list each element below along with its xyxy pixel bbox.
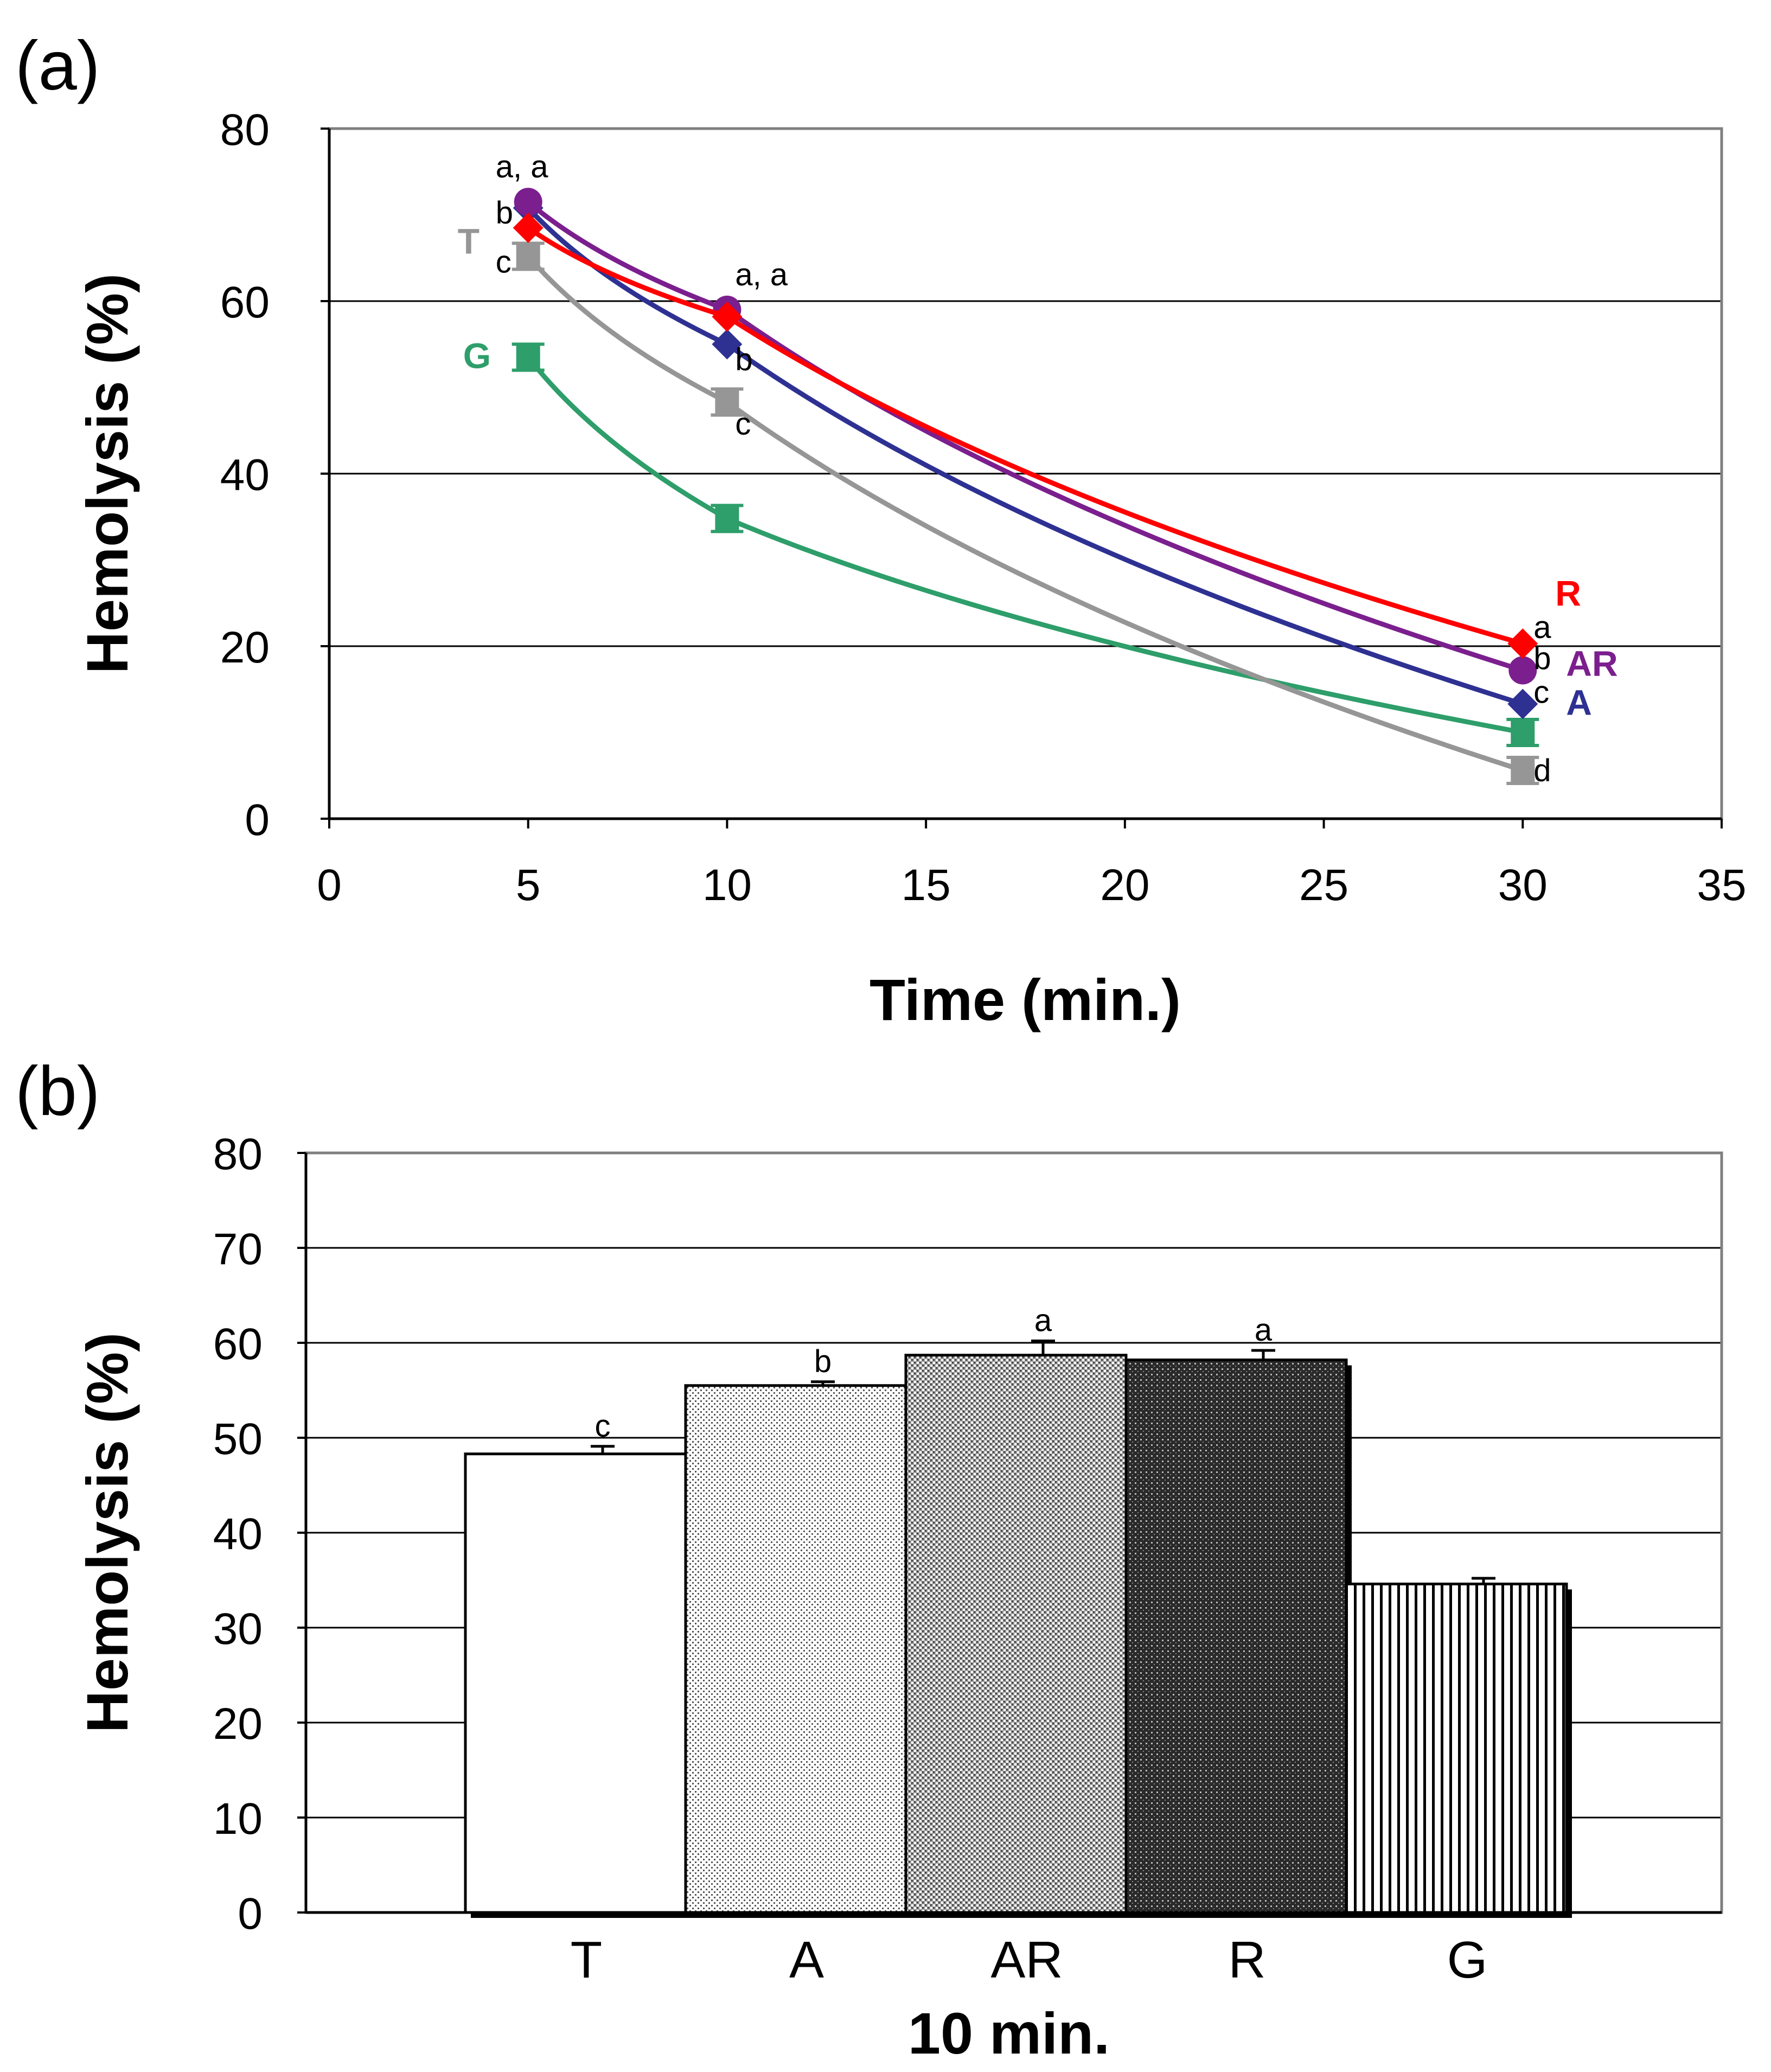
data-point-t xyxy=(715,390,739,415)
significance-letter: b xyxy=(814,1344,832,1379)
panel-label-b: (b) xyxy=(15,1053,100,1130)
data-point-a xyxy=(1507,688,1538,719)
data-point-t xyxy=(516,244,540,269)
series-lines xyxy=(512,188,1539,785)
significance-letter: a, a xyxy=(735,257,788,292)
significance-letter: a, a xyxy=(496,149,548,184)
y-tick-label: 40 xyxy=(220,450,270,500)
x-tick-label: T xyxy=(571,1931,603,1989)
bar-t xyxy=(464,1452,687,1914)
x-tick-label: AR xyxy=(990,1931,1063,1989)
y-tick-label: 30 xyxy=(213,1604,263,1654)
x-tick-label: 25 xyxy=(1299,860,1348,910)
series-name-r: R xyxy=(1555,573,1581,613)
data-point-t xyxy=(1511,758,1535,782)
data-point-ar xyxy=(514,188,542,216)
x-tick-label: 35 xyxy=(1697,860,1746,910)
y-axis-title: Hemolysis (%) xyxy=(74,1333,140,1733)
y-tick-label: 0 xyxy=(238,1889,263,1939)
significance-letter: d xyxy=(1533,753,1551,788)
data-point-g xyxy=(1511,721,1535,744)
y-tick-label: 60 xyxy=(220,278,270,327)
y-tick-label: 40 xyxy=(213,1509,263,1559)
panel-label-a: (a) xyxy=(15,27,100,105)
x-tick-label: 10 xyxy=(702,860,752,910)
series-line-a xyxy=(526,206,1524,706)
y-tick-label: 10 xyxy=(213,1794,263,1844)
significance-letter: a xyxy=(1034,1303,1052,1338)
significance-letter: b xyxy=(735,342,752,378)
x-tick-label: 5 xyxy=(516,860,541,910)
y-axis-title: Hemolysis (%) xyxy=(74,273,140,674)
series-name-t: T xyxy=(458,221,479,261)
data-point-g xyxy=(715,506,739,531)
x-tick-label: G xyxy=(1447,1931,1488,1989)
x-tick-label: A xyxy=(789,1931,824,1989)
series-name-labels: R ARA T G xyxy=(458,221,1618,722)
y-tick-label: 20 xyxy=(213,1699,263,1749)
bar-g xyxy=(1345,1583,1568,1914)
y-tick-label: 20 xyxy=(220,623,270,672)
significance-letter: c xyxy=(735,406,751,442)
x-tick-label: 30 xyxy=(1498,860,1548,910)
series-name-g: G xyxy=(463,335,491,375)
x-axis-title: 10 min. xyxy=(908,2000,1110,2066)
axes: 0 20 40 60 80 0 5 10 15 20 25 30 35 xyxy=(220,105,1747,910)
significance-letter: c xyxy=(595,1408,611,1444)
data-point-r xyxy=(1507,628,1538,659)
y-tick-label: 80 xyxy=(220,105,270,155)
significance-letter: b xyxy=(1533,641,1551,677)
series-line-r xyxy=(527,226,1524,646)
significance-letter: c xyxy=(1533,675,1549,710)
series-line-g xyxy=(526,355,1524,735)
bar-r xyxy=(1124,1359,1348,1914)
series-name-a: A xyxy=(1566,683,1592,723)
series-name-ar: AR xyxy=(1566,643,1617,684)
data-point-ar xyxy=(1508,656,1537,685)
data-point-r xyxy=(712,301,743,332)
y-tick-label: 0 xyxy=(245,795,270,845)
y-tick-label: 50 xyxy=(213,1414,263,1464)
x-tick-label: 15 xyxy=(902,860,951,910)
y-tick-label: 70 xyxy=(213,1225,263,1274)
series-line-t xyxy=(526,254,1524,773)
bars: c Tb Aa AR a R G xyxy=(464,1303,1572,1989)
x-tick-label: 20 xyxy=(1100,860,1149,910)
data-point-a xyxy=(712,329,743,360)
x-tick-label: R xyxy=(1228,1931,1265,1989)
x-tick-label: 0 xyxy=(317,860,342,910)
bar-ar xyxy=(904,1354,1128,1914)
significance-letter: b xyxy=(496,195,513,231)
y-tick-label: 60 xyxy=(213,1319,263,1369)
significance-letter: a xyxy=(1533,610,1551,645)
significance-letter: c xyxy=(496,244,512,279)
data-point-g xyxy=(516,345,540,369)
bar-chart-panel: (b) 0 10 20 30 40 50 60 70 80 c Tb Aa AR a R G 10 min.… xyxy=(15,1053,1723,2066)
data-point-r xyxy=(513,212,544,243)
x-axis-title: Time (min.) xyxy=(869,967,1181,1032)
bar-a xyxy=(684,1384,907,1914)
significance-letter: a xyxy=(1255,1312,1273,1348)
y-tick-label: 80 xyxy=(213,1130,263,1179)
